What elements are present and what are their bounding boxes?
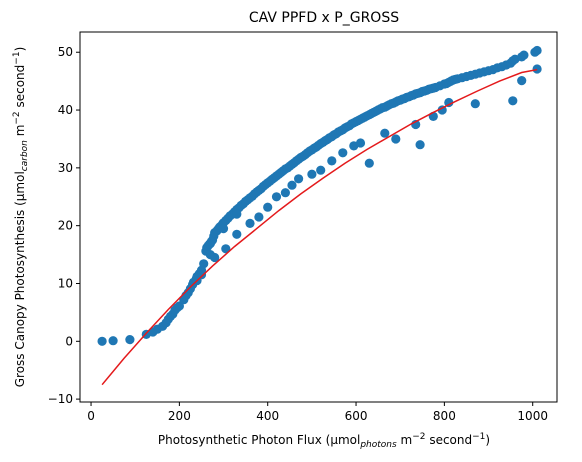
- y-tick-label: 30: [58, 161, 73, 175]
- data-point: [280, 188, 290, 198]
- x-axis-label-pre: Photosynthetic Photon Flux (μmol: [158, 433, 360, 447]
- data-point: [199, 259, 209, 269]
- y-tick-label: 20: [58, 219, 73, 233]
- data-point: [294, 174, 304, 184]
- chart-title: CAV PPFD x P_GROSS: [249, 10, 399, 26]
- data-point: [263, 202, 273, 212]
- data-point: [205, 250, 215, 260]
- data-point: [232, 229, 242, 239]
- data-point: [519, 50, 529, 60]
- data-point: [307, 169, 317, 179]
- y-axis-label-post: ): [13, 47, 27, 52]
- data-point: [338, 148, 348, 158]
- data-point: [108, 336, 118, 346]
- y-tick-label: 50: [58, 45, 73, 59]
- data-point: [444, 97, 454, 108]
- points-layer: [97, 45, 542, 346]
- y-tick-label: −10: [48, 392, 73, 406]
- x-tick-label: 400: [256, 409, 279, 423]
- y-axis-label-sub: carbon: [20, 140, 30, 171]
- data-point: [271, 192, 282, 202]
- plot-frame: [79, 31, 558, 403]
- data-point: [517, 76, 527, 86]
- y-tick-label: 40: [58, 103, 73, 117]
- data-point: [532, 64, 542, 74]
- data-point: [508, 96, 518, 106]
- data-point: [327, 156, 337, 166]
- data-point: [125, 335, 135, 345]
- y-axis-label-sup1: −2: [12, 111, 22, 124]
- y-axis-label: Gross Canopy Photosynthesis (μmolcarbon …: [12, 47, 30, 388]
- y-axis-label-sup2: −1: [12, 51, 22, 64]
- data-point: [470, 99, 480, 109]
- ticks-layer: 0 200 400 600 800 1000 −10 0 10 20 30 40 50: [48, 45, 548, 423]
- x-axis-label-sup1: −2: [412, 432, 425, 442]
- x-axis-label: Photosynthetic Photon Flux (μmolphotons …: [158, 432, 490, 450]
- x-axis-label-mid: m: [397, 433, 413, 447]
- x-axis-label-mid2: second: [426, 433, 473, 447]
- data-point: [97, 336, 107, 346]
- x-axis-label-sub: photons: [359, 440, 397, 450]
- y-tick-label: 0: [65, 334, 73, 348]
- data-point: [221, 244, 231, 254]
- x-axis-label-sup2: −1: [472, 432, 485, 442]
- data-point: [355, 138, 366, 148]
- y-axis-label-pre: Gross Canopy Photosynthesis (μmol: [13, 171, 27, 387]
- data-point: [232, 209, 242, 219]
- x-tick-label: 200: [168, 409, 191, 423]
- y-axis-label-mid: m: [13, 125, 27, 141]
- data-point: [364, 158, 374, 168]
- fit-layer: [101, 68, 538, 386]
- x-tick-label: 1000: [517, 409, 548, 423]
- data-point: [415, 140, 425, 150]
- data-point: [391, 134, 401, 144]
- fit-line: [101, 68, 538, 386]
- y-axis-label-mid2: second: [13, 65, 27, 112]
- x-tick-label: 0: [87, 409, 95, 423]
- y-tick-label: 10: [58, 276, 73, 290]
- data-point: [254, 212, 264, 222]
- x-axis-label-post: ): [485, 433, 490, 447]
- data-point: [437, 105, 447, 115]
- data-point: [532, 45, 542, 56]
- data-point: [218, 224, 229, 234]
- data-point: [316, 165, 326, 175]
- x-tick-label: 800: [433, 409, 456, 423]
- data-point: [380, 128, 390, 138]
- data-point: [245, 218, 255, 228]
- x-tick-label: 600: [345, 409, 368, 423]
- data-point: [287, 180, 297, 190]
